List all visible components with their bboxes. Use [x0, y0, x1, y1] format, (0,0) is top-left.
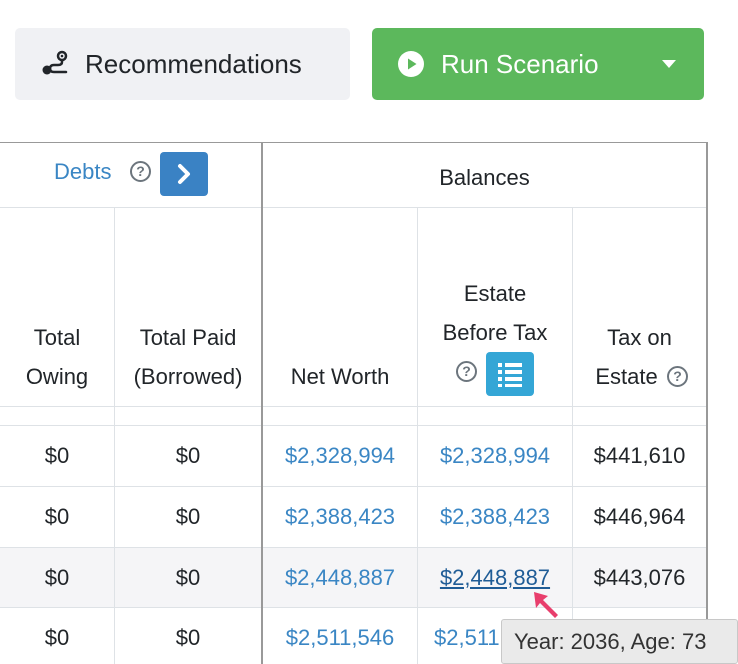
- total-paid-cell: $0: [175, 565, 201, 590]
- debts-label[interactable]: Debts: [54, 159, 112, 184]
- estate-before-tax-link[interactable]: $2,511: [434, 625, 500, 650]
- total-paid-cell: $0: [175, 504, 201, 529]
- estate-details-button[interactable]: [486, 352, 534, 396]
- recommendations-button[interactable]: Recommendations: [15, 28, 350, 100]
- row-divider: [0, 425, 708, 426]
- column-divider: [114, 207, 115, 664]
- debts-expand-button[interactable]: [160, 152, 208, 196]
- net-worth-link[interactable]: $2,328,994: [284, 443, 396, 468]
- pointer-arrow-icon: [534, 592, 558, 618]
- table-right-border: [706, 142, 708, 664]
- total-owing-header: Total Owing: [25, 325, 89, 389]
- row-divider: [0, 547, 708, 548]
- recommendations-label: Recommendations: [85, 49, 302, 79]
- column-divider: [572, 207, 573, 664]
- header-divider: [0, 207, 708, 208]
- play-circle-icon: [398, 51, 424, 77]
- header-bottom-border: [0, 406, 708, 407]
- group-divider: [261, 142, 263, 664]
- tax-on-estate-header: Tax on Estate: [595, 325, 672, 389]
- debts-group-header[interactable]: Debts: [54, 152, 111, 191]
- total-owing-cell: $0: [44, 443, 70, 468]
- total-paid-cell: $0: [175, 625, 201, 650]
- tax-on-estate-cell: $443,076: [593, 565, 686, 590]
- estate-before-tax-link[interactable]: $2,328,994: [439, 443, 551, 468]
- total-owing-cell: $0: [44, 625, 70, 650]
- tax-on-estate-cell: $441,610: [593, 443, 686, 468]
- tax-on-estate-cell: $446,964: [593, 504, 686, 529]
- run-scenario-label: Run Scenario: [441, 49, 599, 79]
- estate-before-tax-link-hover[interactable]: $2,448,887: [439, 565, 551, 590]
- total-owing-cell: $0: [44, 565, 70, 590]
- list-icon: [498, 363, 522, 387]
- net-worth-link[interactable]: $2,388,423: [284, 504, 396, 529]
- tax-help-icon[interactable]: ?: [667, 366, 688, 387]
- row-divider: [0, 607, 708, 608]
- run-scenario-button[interactable]: Run Scenario: [372, 28, 704, 100]
- clipped-row-marks: [0, 406, 708, 424]
- column-divider: [417, 207, 418, 664]
- row-divider: [0, 486, 708, 487]
- total-owing-cell: $0: [44, 504, 70, 529]
- estate-before-tax-link[interactable]: $2,388,423: [439, 504, 551, 529]
- route-icon: [42, 50, 68, 75]
- net-worth-link[interactable]: $2,448,887: [284, 565, 396, 590]
- total-paid-cell: $0: [175, 443, 201, 468]
- row-background: [0, 548, 708, 607]
- chevron-right-icon: [178, 164, 190, 184]
- balances-group-header: Balances: [439, 165, 530, 190]
- total-paid-header: Total Paid (Borrowed): [133, 325, 243, 389]
- net-worth-link[interactable]: $2,511,546: [285, 625, 395, 650]
- debts-help-icon[interactable]: ?: [130, 161, 151, 182]
- year-age-tooltip: Year: 2036, Age: 73: [501, 619, 738, 664]
- estate-before-tax-header: Estate Before Tax: [442, 281, 548, 345]
- net-worth-header: Net Worth: [290, 364, 390, 389]
- caret-down-icon[interactable]: [661, 59, 677, 69]
- estate-help-icon[interactable]: ?: [456, 361, 477, 382]
- table-top-border: [0, 142, 708, 143]
